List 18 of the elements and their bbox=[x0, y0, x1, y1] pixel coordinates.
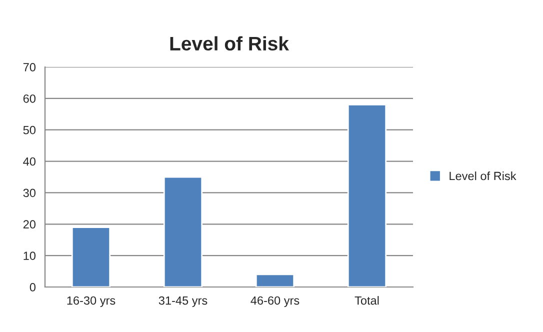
legend-label: Level of Risk bbox=[450, 172, 516, 180]
x-tick-label: 16-30 yrs bbox=[67, 296, 116, 308]
y-tick-label: 70 bbox=[23, 63, 36, 72]
bar bbox=[163, 176, 203, 287]
x-tick-label: 31-45 yrs bbox=[158, 296, 208, 308]
bar bbox=[71, 226, 111, 287]
y-tick-label: 50 bbox=[23, 126, 36, 134]
y-tick-label: 60 bbox=[23, 94, 36, 103]
bar bbox=[347, 104, 387, 287]
y-tick-label: 0 bbox=[30, 283, 36, 292]
x-tick-label: Total bbox=[354, 296, 379, 305]
y-tick-label: 30 bbox=[23, 188, 36, 198]
y-tick-label: 40 bbox=[23, 157, 36, 166]
bar bbox=[255, 274, 295, 287]
y-tick-label: 10 bbox=[24, 252, 36, 260]
y-tick-label: 20 bbox=[23, 220, 36, 229]
chart-title: Level of Risk bbox=[170, 36, 289, 51]
x-tick-label: 46-60 yrs bbox=[250, 296, 300, 308]
